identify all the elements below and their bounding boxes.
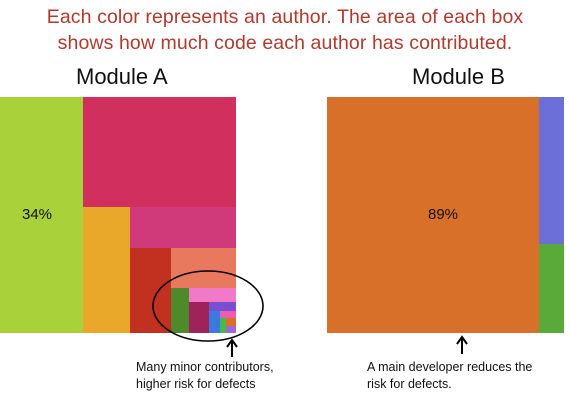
author-box xyxy=(130,207,236,248)
author-box xyxy=(171,248,236,288)
author-box xyxy=(539,97,564,244)
author-box xyxy=(220,311,236,318)
author-box xyxy=(189,288,236,302)
module-a-title: Module A xyxy=(76,64,168,89)
author-box xyxy=(83,97,236,207)
module-a-annotation-line-2: higher risk for defects xyxy=(136,377,256,391)
author-box xyxy=(189,302,209,333)
author-box xyxy=(209,302,236,311)
headline-line-2: shows how much code each author has cont… xyxy=(57,32,513,54)
author-box xyxy=(83,207,130,333)
author-box-major xyxy=(327,97,539,333)
author-box xyxy=(209,311,220,333)
minor-contributors-circle xyxy=(152,270,264,342)
author-box xyxy=(226,318,236,326)
headline-line-1: Each color represents an author. The are… xyxy=(46,6,524,28)
module-a-major-share: 34% xyxy=(22,206,53,223)
module-b-annotation-line-2: risk for defects. xyxy=(367,377,452,391)
arrow-up-icon xyxy=(226,338,238,357)
author-box xyxy=(171,288,189,333)
author-box-major xyxy=(0,97,83,333)
author-box xyxy=(130,248,171,333)
author-box xyxy=(226,326,236,333)
module-a-annotation-line-1: Many minor contributors, xyxy=(136,360,274,374)
module-b-major-share: 89% xyxy=(428,206,459,223)
author-box xyxy=(220,318,226,333)
author-box xyxy=(539,244,564,333)
module-b-title: Module B xyxy=(412,64,505,89)
module-a-annotation: Many minor contributors, higher risk for… xyxy=(136,359,274,393)
module-b-annotation: A main developer reduces the risk for de… xyxy=(367,359,532,393)
module-b-annotation-line-1: A main developer reduces the xyxy=(367,360,533,374)
arrow-up-icon xyxy=(456,335,468,354)
